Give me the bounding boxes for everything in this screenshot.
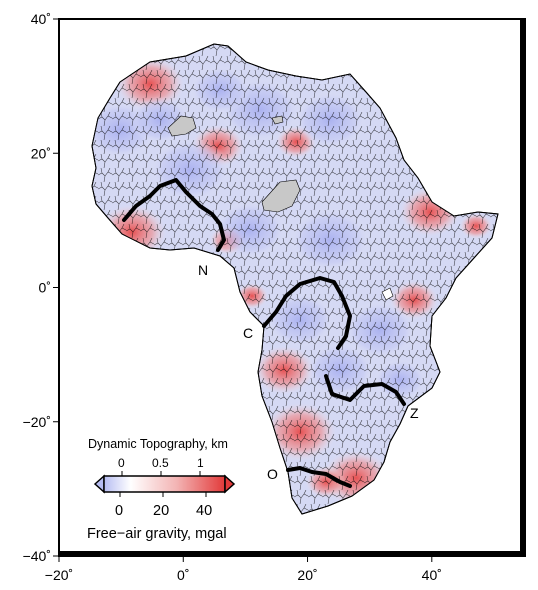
legend-bottom-tick-20: 20 <box>153 503 169 519</box>
legend-top-tick-0-5: 0.5 <box>152 456 169 470</box>
lake-small-east <box>271 115 284 125</box>
x-axis: −20˚ 0˚ 20˚ 40˚ <box>45 556 442 583</box>
legend-bottom-tick-0: 0 <box>115 503 123 519</box>
map-frame-right-edge <box>520 19 526 557</box>
lake-victoria <box>381 287 394 301</box>
river-label-niger: N <box>198 262 208 278</box>
y-tick-label: −20˚ <box>23 414 51 430</box>
river-label-congo: C <box>243 325 253 341</box>
legend-bottom-label: Free−air gravity, mgal <box>87 526 227 542</box>
y-tick-label: −40˚ <box>23 548 51 564</box>
legend-title: Dynamic Topography, km <box>88 437 228 451</box>
zambezi-river <box>324 374 406 406</box>
orange-river <box>286 466 352 488</box>
y-tick-label: 20˚ <box>31 145 51 161</box>
river-label-orange: O <box>267 466 278 482</box>
y-axis: 40˚ 20˚ 0˚ −20˚ −40˚ <box>23 11 59 564</box>
y-tick-label: 40˚ <box>31 11 51 27</box>
lakes <box>167 115 394 301</box>
map-frame-bottom-edge <box>59 551 526 557</box>
lake-north <box>167 115 197 137</box>
lake-chad-basin <box>261 179 301 213</box>
legend-colorbar-right-cap <box>224 474 236 494</box>
legend: Dynamic Topography, km 0 0.5 1 0 20 40 F… <box>87 437 236 542</box>
river-label-zambezi: Z <box>410 405 419 421</box>
major-rivers <box>122 178 406 488</box>
x-tick-label: 20˚ <box>297 567 317 583</box>
legend-colorbar <box>103 475 226 493</box>
legend-bottom-tick-40: 40 <box>196 503 212 519</box>
x-tick-label: 40˚ <box>422 567 442 583</box>
coastline <box>91 43 499 515</box>
x-tick-label: −20˚ <box>45 567 73 583</box>
x-tick-label: 0˚ <box>177 567 189 583</box>
legend-top-tick-1: 1 <box>197 456 204 470</box>
y-tick-label: 0˚ <box>39 280 51 296</box>
congo-river <box>262 276 352 350</box>
legend-top-tick-0: 0 <box>118 456 125 470</box>
niger-river <box>122 178 226 252</box>
